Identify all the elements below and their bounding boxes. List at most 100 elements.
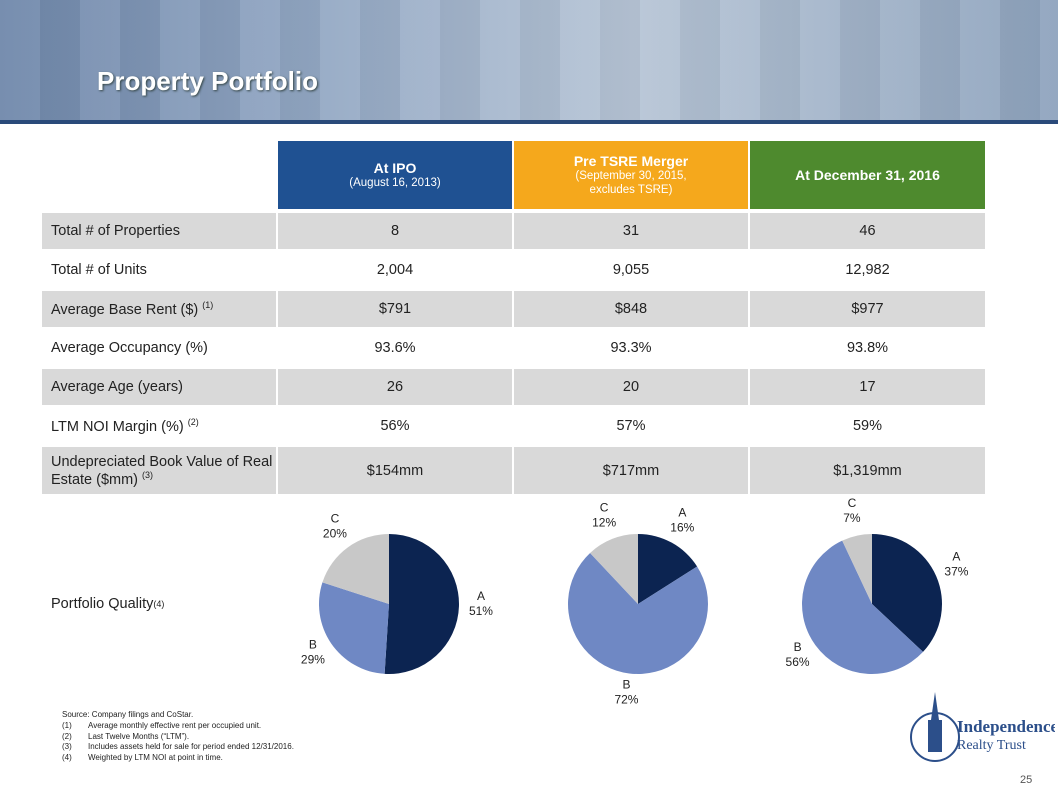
row-note: (1)	[202, 300, 214, 311]
slice-value-label: 20%	[323, 527, 347, 541]
slice-category: B	[309, 638, 317, 652]
table-cell: 46	[750, 213, 985, 249]
column-header: At December 31, 2016	[750, 141, 985, 209]
pie-slice	[638, 534, 698, 604]
row-label: LTM NOI Margin (%) (2)	[42, 408, 276, 444]
row-label-main: LTM NOI Margin (%)	[51, 418, 184, 435]
table-cell: $791	[278, 291, 512, 327]
row-label: Average Age (years)	[42, 369, 276, 405]
footnote-text: Weighted by LTM NOI at point in time.	[88, 752, 223, 762]
table-cell: 8	[278, 213, 512, 249]
logo-tower	[928, 720, 942, 752]
pie-slice	[872, 534, 942, 652]
row-note: (3)	[142, 469, 154, 480]
table-cell: 17	[750, 369, 985, 405]
row-label-main: Undepreciated Book Value of Real Estate …	[51, 453, 273, 488]
column-header: At IPO (August 16, 2013)	[278, 141, 512, 209]
row-label: Average Occupancy (%)	[42, 330, 276, 366]
slice-value-label: 16%	[670, 520, 694, 534]
slice-category: B	[622, 677, 630, 691]
slice-value-label: 51%	[469, 604, 493, 618]
table-cell: 31	[514, 213, 748, 249]
slice-category: A	[678, 505, 686, 519]
table-cell: 26	[278, 369, 512, 405]
row-label-main: Total # of Units	[51, 262, 147, 278]
row-label-main: Average Occupancy (%)	[51, 340, 208, 356]
table-cell: $1,319mm	[750, 447, 985, 494]
table-cell: 93.8%	[750, 330, 985, 366]
footnote-text: Includes assets held for sale for period…	[88, 742, 294, 751]
slide-title: Property Portfolio	[97, 66, 319, 96]
table-cell: $977	[750, 291, 985, 327]
slice-category: C	[848, 496, 857, 510]
footnote-number: (4)	[62, 752, 72, 762]
table-cell: 57%	[514, 408, 748, 444]
slice-category: B	[794, 640, 802, 654]
column-title: At IPO	[373, 160, 417, 176]
table-cell: 93.3%	[514, 330, 748, 366]
row-label: Average Base Rent ($) (1)	[42, 291, 276, 327]
table-cell: 56%	[278, 408, 512, 444]
pie-slice	[384, 534, 459, 674]
slice-value-label: 37%	[944, 564, 968, 578]
column-title: At December 31, 2016	[795, 167, 940, 183]
footnote-source: Source: Company filings and CoStar.	[62, 710, 194, 719]
pie-slice	[842, 534, 872, 604]
table-cell: 93.6%	[278, 330, 512, 366]
portfolio-label-text: Portfolio Quality	[51, 596, 154, 612]
footnote-text: Average monthly effective rent per occup…	[88, 721, 262, 730]
slice-value-label: 56%	[786, 655, 810, 669]
logo-line1: Independence	[957, 717, 1055, 736]
slice-value-label: 12%	[592, 515, 616, 529]
pie-slice	[322, 534, 389, 604]
table-cell: $848	[514, 291, 748, 327]
pie-slice	[319, 582, 389, 674]
footnote-number: (2)	[62, 731, 72, 741]
pie-slice	[802, 540, 924, 674]
portfolio-note: (4)	[153, 599, 165, 609]
header-banner: Property Portfolio	[0, 0, 1058, 120]
table-cell: 2,004	[278, 252, 512, 288]
column-subtitle: (August 16, 2013)	[349, 177, 441, 189]
column-title: Pre TSRE Merger	[573, 153, 689, 169]
row-label-text: Total # of Properties	[51, 223, 180, 239]
column-subtitle: (September 30, 2015, excludes TSRE)	[575, 170, 687, 196]
table-cell: 59%	[750, 408, 985, 444]
portfolio-label: Portfolio Quality (4)	[42, 592, 276, 616]
row-label-main: Average Base Rent ($)	[51, 301, 199, 318]
pie-slice	[567, 552, 708, 674]
logo-spire	[931, 692, 939, 720]
table-cell: $154mm	[278, 447, 512, 494]
banner-texture	[0, 0, 1058, 120]
table-cell: $717mm	[514, 447, 748, 494]
slice-value-label: 7%	[843, 511, 861, 525]
table-cell: 9,055	[514, 252, 748, 288]
banner-rule	[0, 120, 1058, 124]
row-label-text: Undepreciated Book Value of Real Estate …	[51, 454, 276, 488]
row-label: Total # of Units	[42, 252, 276, 288]
row-label-main: Total # of Properties	[51, 223, 180, 239]
row-label: Total # of Properties	[42, 213, 276, 249]
pie-slice	[590, 534, 638, 604]
table-cell: 12,982	[750, 252, 985, 288]
slice-category: A	[952, 549, 960, 563]
row-label-text: Average Occupancy (%)	[51, 340, 208, 356]
footnote-number: (3)	[62, 742, 72, 751]
footnote-text: Last Twelve Months (“LTM”).	[88, 731, 190, 741]
row-label-text: Average Base Rent ($) (1)	[51, 300, 213, 318]
slice-value-label: 72%	[614, 692, 638, 706]
row-note: (2)	[187, 417, 199, 428]
row-label-text: Total # of Units	[51, 262, 147, 278]
column-header: Pre TSRE Merger (September 30, 2015, excl…	[514, 141, 748, 209]
row-label-text: Average Age (years)	[51, 379, 183, 395]
page-number: 25	[1020, 774, 1033, 786]
slice-category: C	[600, 500, 609, 514]
logo: Independence Realty Trust	[910, 692, 1055, 762]
slice-category: A	[477, 589, 485, 603]
logo-line2: Realty Trust	[957, 738, 1026, 753]
row-label-main: Average Age (years)	[51, 379, 183, 395]
table-cell: 20	[514, 369, 748, 405]
row-label-text: LTM NOI Margin (%) (2)	[51, 417, 199, 435]
